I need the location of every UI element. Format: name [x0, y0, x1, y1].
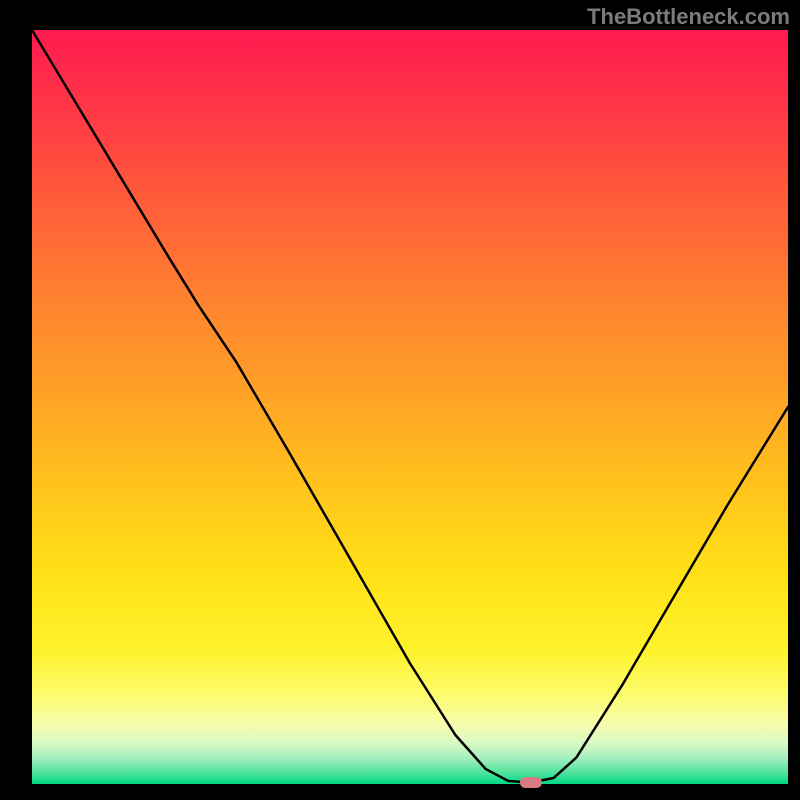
optimal-marker: [520, 777, 542, 788]
bottleneck-chart: [0, 0, 800, 800]
plot-background: [32, 30, 788, 784]
chart-container: TheBottleneck.com: [0, 0, 800, 800]
watermark-text: TheBottleneck.com: [587, 4, 790, 30]
